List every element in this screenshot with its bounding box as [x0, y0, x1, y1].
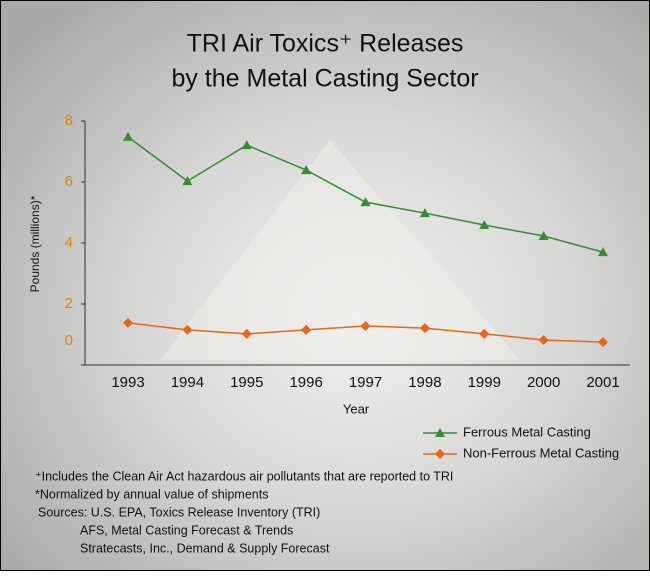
x-tick-label: 1993	[111, 374, 144, 391]
legend-marker	[435, 428, 445, 437]
point	[538, 334, 549, 345]
point	[241, 328, 252, 339]
y-tick-label: 8	[65, 112, 73, 129]
point	[479, 220, 490, 230]
point	[301, 165, 312, 175]
y-tick-label: 6	[65, 173, 73, 190]
point	[598, 337, 608, 348]
legend-label: Non-Ferrous Metal Casting	[463, 445, 619, 460]
y-tick-label: 0	[65, 332, 73, 349]
point	[419, 323, 430, 334]
footnote: Sources: U.S. EPA, Toxics Release Invent…	[38, 505, 320, 519]
legend-marker	[435, 449, 445, 459]
x-tick-label: 1999	[468, 374, 501, 391]
x-axis-label: Year	[343, 401, 370, 416]
chart-title: TRI Air Toxics⁺ Releases	[187, 30, 464, 58]
y-tick-label: 2	[65, 295, 73, 312]
x-tick-label: 1994	[171, 374, 204, 391]
point	[241, 140, 252, 150]
point	[182, 176, 193, 186]
footnote: AFS, Metal Casting Forecast & Trends	[80, 523, 293, 537]
photo-shape	[160, 140, 520, 360]
footnote: ⁺Includes the Clean Air Act hazardous ai…	[35, 469, 453, 483]
x-tick-label: 1997	[349, 374, 382, 391]
footnote: *Normalized by annual value of shipments	[35, 487, 268, 501]
x-tick-label: 2001	[586, 374, 619, 391]
x-tick-label: 2000	[527, 374, 560, 391]
chart-title: by the Metal Casting Sector	[171, 65, 478, 93]
y-tick-label: 4	[65, 234, 73, 251]
point	[360, 320, 371, 331]
point	[419, 208, 430, 218]
x-tick-label: 1996	[289, 374, 322, 391]
point	[538, 230, 549, 240]
footnote: Stratecasts, Inc., Demand & Supply Forec…	[80, 541, 330, 555]
point	[360, 197, 371, 207]
point	[123, 131, 133, 141]
point	[479, 328, 490, 339]
point	[301, 324, 312, 335]
y-axis-label: Pounds (millions)*	[28, 195, 42, 292]
x-tick-label: 1995	[230, 374, 263, 391]
x-tick-label: 1998	[408, 374, 441, 391]
point	[598, 247, 608, 257]
point	[123, 317, 133, 328]
point	[182, 324, 193, 335]
legend-label: Ferrous Metal Casting	[463, 424, 591, 439]
